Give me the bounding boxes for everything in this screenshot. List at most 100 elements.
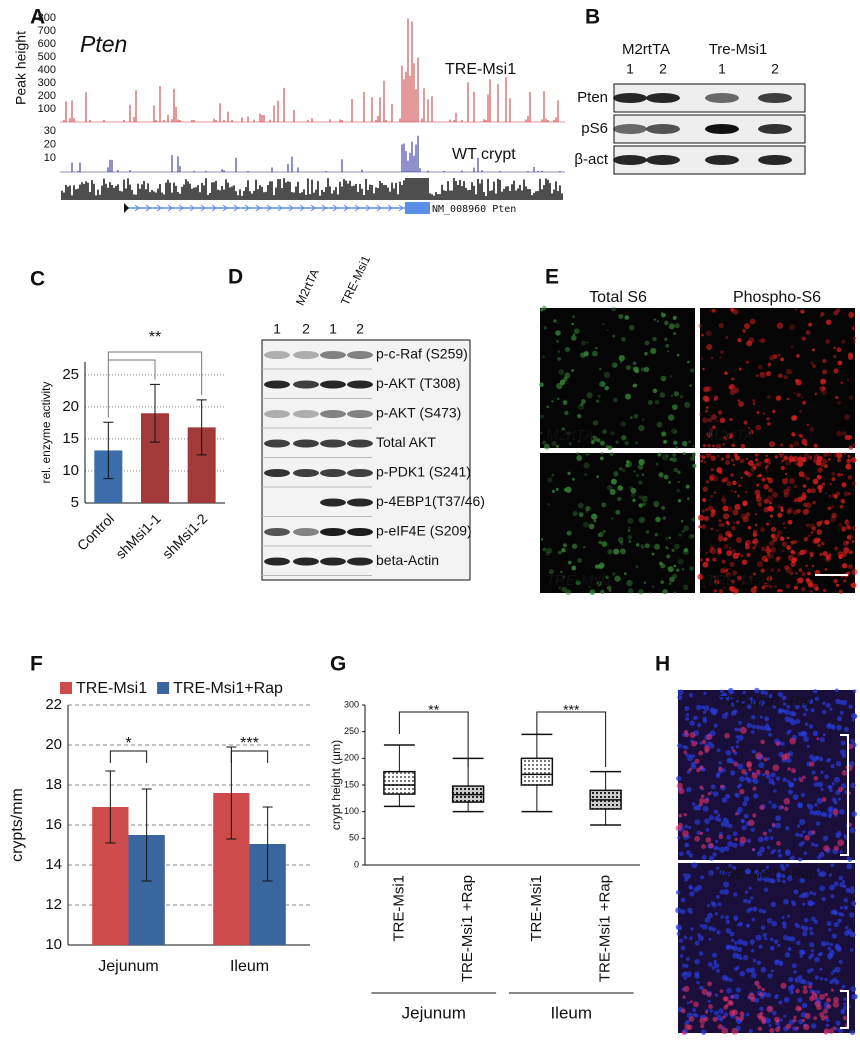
stain bbox=[576, 451, 580, 455]
stain bbox=[803, 458, 807, 461]
y-tick-label: 150 bbox=[344, 779, 359, 789]
stain bbox=[649, 591, 652, 594]
nucleus bbox=[707, 999, 711, 1003]
stain bbox=[821, 389, 827, 396]
nucleus bbox=[801, 702, 807, 709]
lane-group: M2rtTA bbox=[293, 267, 322, 308]
band bbox=[293, 410, 319, 418]
nucleus bbox=[800, 892, 806, 898]
nucleus bbox=[682, 873, 687, 877]
nucleus bbox=[762, 869, 766, 873]
nucleus bbox=[746, 908, 751, 914]
nucleus bbox=[680, 945, 686, 951]
nucleus bbox=[784, 952, 791, 958]
stain bbox=[843, 1015, 848, 1021]
stain bbox=[814, 1000, 821, 1007]
stain bbox=[801, 494, 807, 501]
nucleus bbox=[845, 887, 852, 894]
nucleus bbox=[811, 770, 816, 775]
nucleus bbox=[688, 825, 692, 830]
y-tick-label: 50 bbox=[349, 833, 359, 843]
stain bbox=[634, 368, 640, 374]
band bbox=[758, 154, 792, 166]
stain bbox=[628, 526, 631, 529]
nucleus bbox=[829, 949, 835, 956]
nucleus bbox=[765, 774, 771, 780]
stain bbox=[600, 451, 604, 455]
stain bbox=[761, 546, 766, 552]
stain bbox=[822, 1008, 829, 1014]
nucleus bbox=[835, 698, 841, 705]
band bbox=[320, 439, 346, 448]
nucleus bbox=[775, 959, 780, 964]
stain bbox=[798, 434, 802, 437]
stain bbox=[755, 495, 762, 503]
band bbox=[320, 410, 346, 418]
nucleus bbox=[777, 943, 781, 948]
nucleus bbox=[711, 927, 717, 932]
exon bbox=[405, 202, 430, 214]
nucleus bbox=[696, 704, 702, 711]
stain bbox=[793, 498, 798, 503]
tick-label: 100 bbox=[38, 103, 56, 115]
nucleus bbox=[776, 872, 782, 878]
nucleus bbox=[685, 971, 692, 978]
stain bbox=[847, 526, 852, 531]
nucleus bbox=[810, 708, 815, 713]
stain bbox=[831, 471, 836, 476]
stain bbox=[721, 523, 725, 527]
band bbox=[320, 557, 346, 566]
stain bbox=[740, 443, 746, 449]
stain bbox=[698, 323, 703, 328]
stain bbox=[688, 534, 694, 540]
stain bbox=[588, 585, 591, 588]
nucleus bbox=[780, 741, 785, 746]
stain bbox=[644, 543, 650, 549]
stain bbox=[650, 348, 657, 355]
band bbox=[293, 351, 319, 359]
nucleus bbox=[677, 694, 683, 701]
nucleus bbox=[716, 1014, 723, 1021]
nucleus bbox=[839, 710, 844, 715]
stain bbox=[584, 473, 588, 477]
stain bbox=[830, 988, 835, 992]
stain bbox=[785, 1023, 792, 1030]
nucleus bbox=[841, 753, 847, 759]
stain bbox=[756, 411, 760, 414]
nucleus bbox=[843, 1002, 847, 1006]
stain bbox=[831, 505, 835, 509]
nucleus bbox=[686, 786, 692, 793]
y-tick-label: 14 bbox=[45, 856, 62, 873]
stain bbox=[688, 767, 692, 772]
nucleus bbox=[766, 918, 773, 924]
stain bbox=[754, 463, 759, 468]
blot-label: p-PDK1 (S241) bbox=[376, 464, 471, 480]
stain bbox=[757, 364, 763, 370]
nucleus bbox=[756, 850, 763, 857]
stain bbox=[766, 1005, 774, 1013]
band bbox=[613, 154, 647, 166]
stain bbox=[776, 841, 781, 846]
nucleus bbox=[759, 846, 765, 853]
stain bbox=[806, 423, 810, 427]
nucleus bbox=[702, 805, 709, 812]
nucleus bbox=[719, 869, 725, 876]
stain bbox=[699, 797, 705, 804]
nucleus bbox=[791, 900, 795, 904]
stain bbox=[748, 819, 755, 826]
error-bar bbox=[105, 770, 116, 844]
stain bbox=[667, 566, 674, 573]
stain bbox=[740, 554, 744, 558]
nucleus bbox=[684, 752, 689, 757]
nucleus bbox=[834, 966, 841, 973]
nucleus bbox=[751, 715, 756, 720]
nucleus bbox=[732, 952, 739, 959]
stain bbox=[753, 529, 757, 534]
stain bbox=[744, 323, 750, 329]
stain bbox=[725, 530, 732, 537]
stain bbox=[796, 353, 800, 358]
stain bbox=[571, 543, 578, 549]
nucleus bbox=[719, 846, 726, 853]
stain bbox=[659, 392, 666, 398]
stain bbox=[720, 457, 724, 461]
